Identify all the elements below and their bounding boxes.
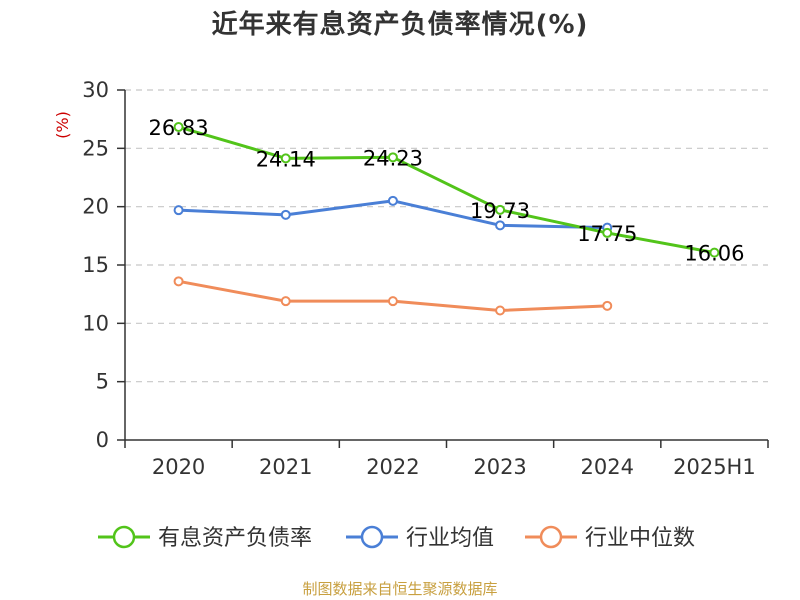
- data-point: [173, 276, 184, 287]
- x-tick-label: 2023: [473, 455, 526, 479]
- legend-label: 行业均值: [406, 526, 494, 551]
- legend-label: 有息资产负债率: [158, 526, 312, 551]
- data-point: [602, 300, 613, 311]
- data-point: [280, 209, 291, 220]
- legend-marker: [112, 525, 136, 549]
- y-tick-label: 0: [96, 428, 109, 452]
- y-tick-label: 25: [82, 136, 109, 160]
- grid-lines: [125, 89, 768, 383]
- y-tick-label: 20: [82, 195, 109, 219]
- x-tick-label: 2021: [259, 455, 312, 479]
- data-label: 19.73: [470, 199, 530, 223]
- data-point: [495, 220, 506, 231]
- chart-title: 近年来有息资产负债率情况(%): [211, 10, 589, 40]
- data-point: [387, 195, 398, 206]
- y-tick-label: 15: [82, 253, 109, 277]
- data-point: [280, 153, 291, 164]
- y-tick-label: 5: [96, 370, 109, 394]
- data-point: [709, 247, 720, 258]
- source-note: 制图数据来自恒生聚源数据库: [302, 580, 498, 598]
- data-label: 24.23: [363, 146, 423, 170]
- data-point: [495, 305, 506, 316]
- data-point: [280, 296, 291, 307]
- x-tick-label: 2022: [366, 455, 419, 479]
- data-label: 17.75: [577, 222, 637, 246]
- data-point: [387, 296, 398, 307]
- data-point: [602, 227, 613, 238]
- y-tick-label: 10: [82, 311, 109, 335]
- legend-marker: [360, 525, 384, 549]
- data-labels: 26.83 24.14 24.23 19.73 17.75 16.06: [149, 116, 745, 266]
- axes: 0 5 10 15 20 25 30 2020 2021 2022 2023 2024 2025H1 (%…: [53, 78, 769, 479]
- x-tick-label: 2020: [152, 455, 205, 479]
- legend-marker: [539, 525, 563, 549]
- y-tick-label: 30: [82, 78, 109, 102]
- series-line: [178, 125, 715, 255]
- data-point: [173, 205, 184, 216]
- data-label: 24.14: [256, 147, 316, 171]
- legend: 有息资产负债率 行业均值 行业中位数: [98, 525, 695, 551]
- y-unit-label: (%): [53, 111, 72, 139]
- data-label: 26.83: [149, 116, 209, 140]
- legend-label: 行业中位数: [585, 526, 695, 551]
- data-point: [387, 152, 398, 163]
- data-point: [495, 204, 506, 215]
- data-point: [173, 121, 184, 132]
- x-tick-label: 2024: [581, 455, 634, 479]
- series-lines: [173, 121, 720, 316]
- x-tick-label: 2025H1: [673, 455, 756, 479]
- data-label: 16.06: [684, 242, 744, 266]
